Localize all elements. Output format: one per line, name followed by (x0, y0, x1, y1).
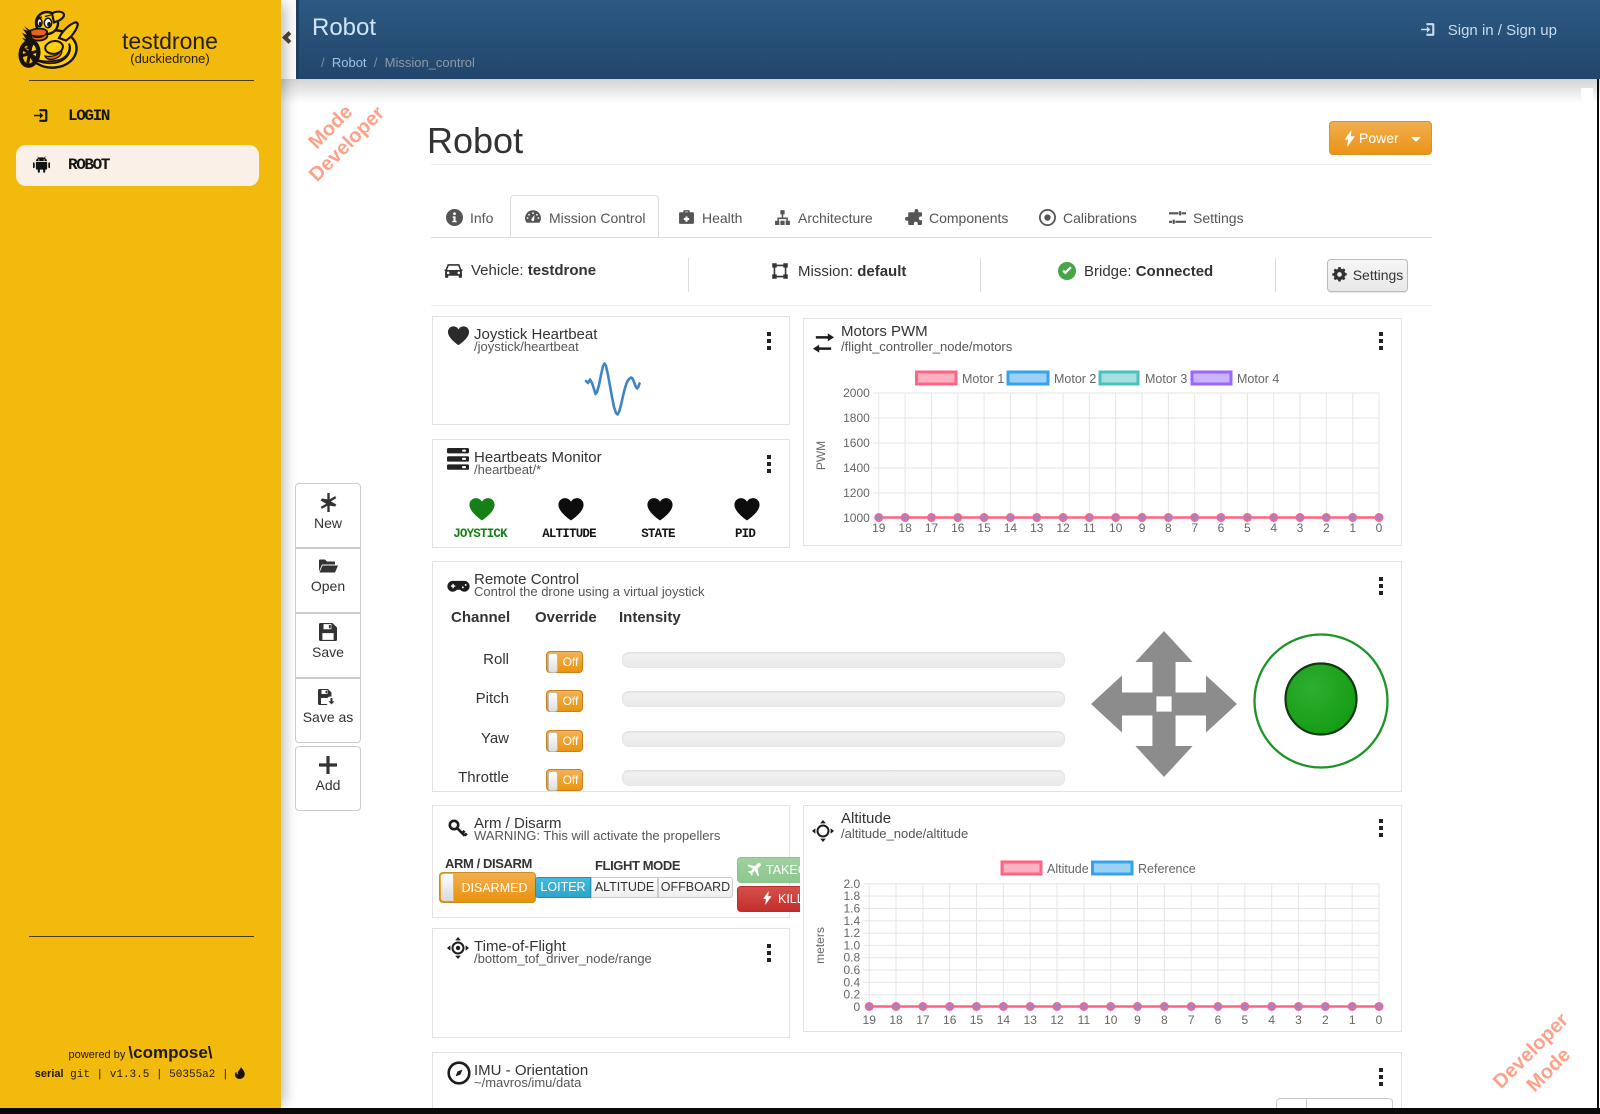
svg-text:15: 15 (977, 521, 991, 535)
svg-text:2: 2 (1322, 1013, 1329, 1027)
svg-text:18: 18 (898, 521, 912, 535)
svg-text:Motor 1: Motor 1 (962, 372, 1004, 386)
svg-text:1800: 1800 (843, 411, 870, 425)
svg-text:1400: 1400 (843, 461, 870, 475)
svg-text:1: 1 (1349, 1013, 1356, 1027)
svg-text:6: 6 (1215, 1013, 1222, 1027)
svg-text:1200: 1200 (843, 486, 870, 500)
svg-text:2: 2 (1323, 521, 1330, 535)
svg-text:1: 1 (1349, 521, 1356, 535)
svg-text:1.2: 1.2 (844, 926, 861, 940)
svg-text:0.8: 0.8 (844, 951, 861, 965)
svg-text:12: 12 (1056, 521, 1070, 535)
svg-text:Reference: Reference (1138, 862, 1196, 876)
svg-text:3: 3 (1297, 521, 1304, 535)
svg-text:3: 3 (1295, 1013, 1302, 1027)
svg-text:11: 11 (1083, 521, 1096, 535)
svg-text:0.6: 0.6 (844, 963, 861, 977)
svg-text:1000: 1000 (843, 511, 870, 525)
svg-text:0.4: 0.4 (844, 975, 861, 989)
svg-text:0.2: 0.2 (844, 988, 861, 1002)
svg-text:13: 13 (1030, 521, 1044, 535)
svg-text:17: 17 (925, 521, 939, 535)
svg-text:16: 16 (943, 1013, 957, 1027)
svg-text:19: 19 (863, 1013, 877, 1027)
svg-text:13: 13 (1024, 1013, 1038, 1027)
svg-text:1.0: 1.0 (844, 938, 861, 952)
svg-text:14: 14 (997, 1013, 1011, 1027)
svg-text:5: 5 (1244, 521, 1251, 535)
svg-text:0: 0 (1376, 1013, 1383, 1027)
svg-text:1.6: 1.6 (844, 901, 861, 915)
svg-text:2000: 2000 (843, 386, 870, 400)
svg-text:6: 6 (1218, 521, 1225, 535)
svg-text:9: 9 (1139, 521, 1146, 535)
svg-text:1600: 1600 (843, 436, 870, 450)
svg-text:19: 19 (872, 521, 886, 535)
svg-text:10: 10 (1109, 521, 1123, 535)
svg-text:17: 17 (916, 1013, 930, 1027)
svg-text:Altitude: Altitude (1047, 862, 1089, 876)
svg-text:10: 10 (1104, 1013, 1118, 1027)
svg-text:15: 15 (970, 1013, 984, 1027)
svg-text:4: 4 (1268, 1013, 1275, 1027)
svg-text:1.4: 1.4 (844, 914, 861, 928)
svg-text:0: 0 (854, 1000, 861, 1014)
svg-text:Motor 4: Motor 4 (1237, 372, 1279, 386)
svg-text:7: 7 (1191, 521, 1198, 535)
svg-text:1.8: 1.8 (844, 889, 861, 903)
svg-text:8: 8 (1161, 1013, 1168, 1027)
svg-text:16: 16 (951, 521, 965, 535)
svg-text:Motor 2: Motor 2 (1054, 372, 1096, 386)
svg-text:9: 9 (1134, 1013, 1141, 1027)
svg-text:18: 18 (889, 1013, 903, 1027)
svg-text:4: 4 (1270, 521, 1277, 535)
svg-text:Motor 3: Motor 3 (1145, 372, 1187, 386)
svg-text:12: 12 (1050, 1013, 1064, 1027)
svg-text:11: 11 (1078, 1013, 1091, 1027)
svg-text:0: 0 (1376, 521, 1383, 535)
svg-text:14: 14 (1004, 521, 1018, 535)
svg-text:7: 7 (1188, 1013, 1195, 1027)
svg-text:meters: meters (813, 927, 827, 964)
svg-text:8: 8 (1165, 521, 1172, 535)
svg-text:5: 5 (1241, 1013, 1248, 1027)
svg-text:PWM: PWM (814, 441, 828, 470)
svg-text:2.0: 2.0 (844, 877, 861, 891)
